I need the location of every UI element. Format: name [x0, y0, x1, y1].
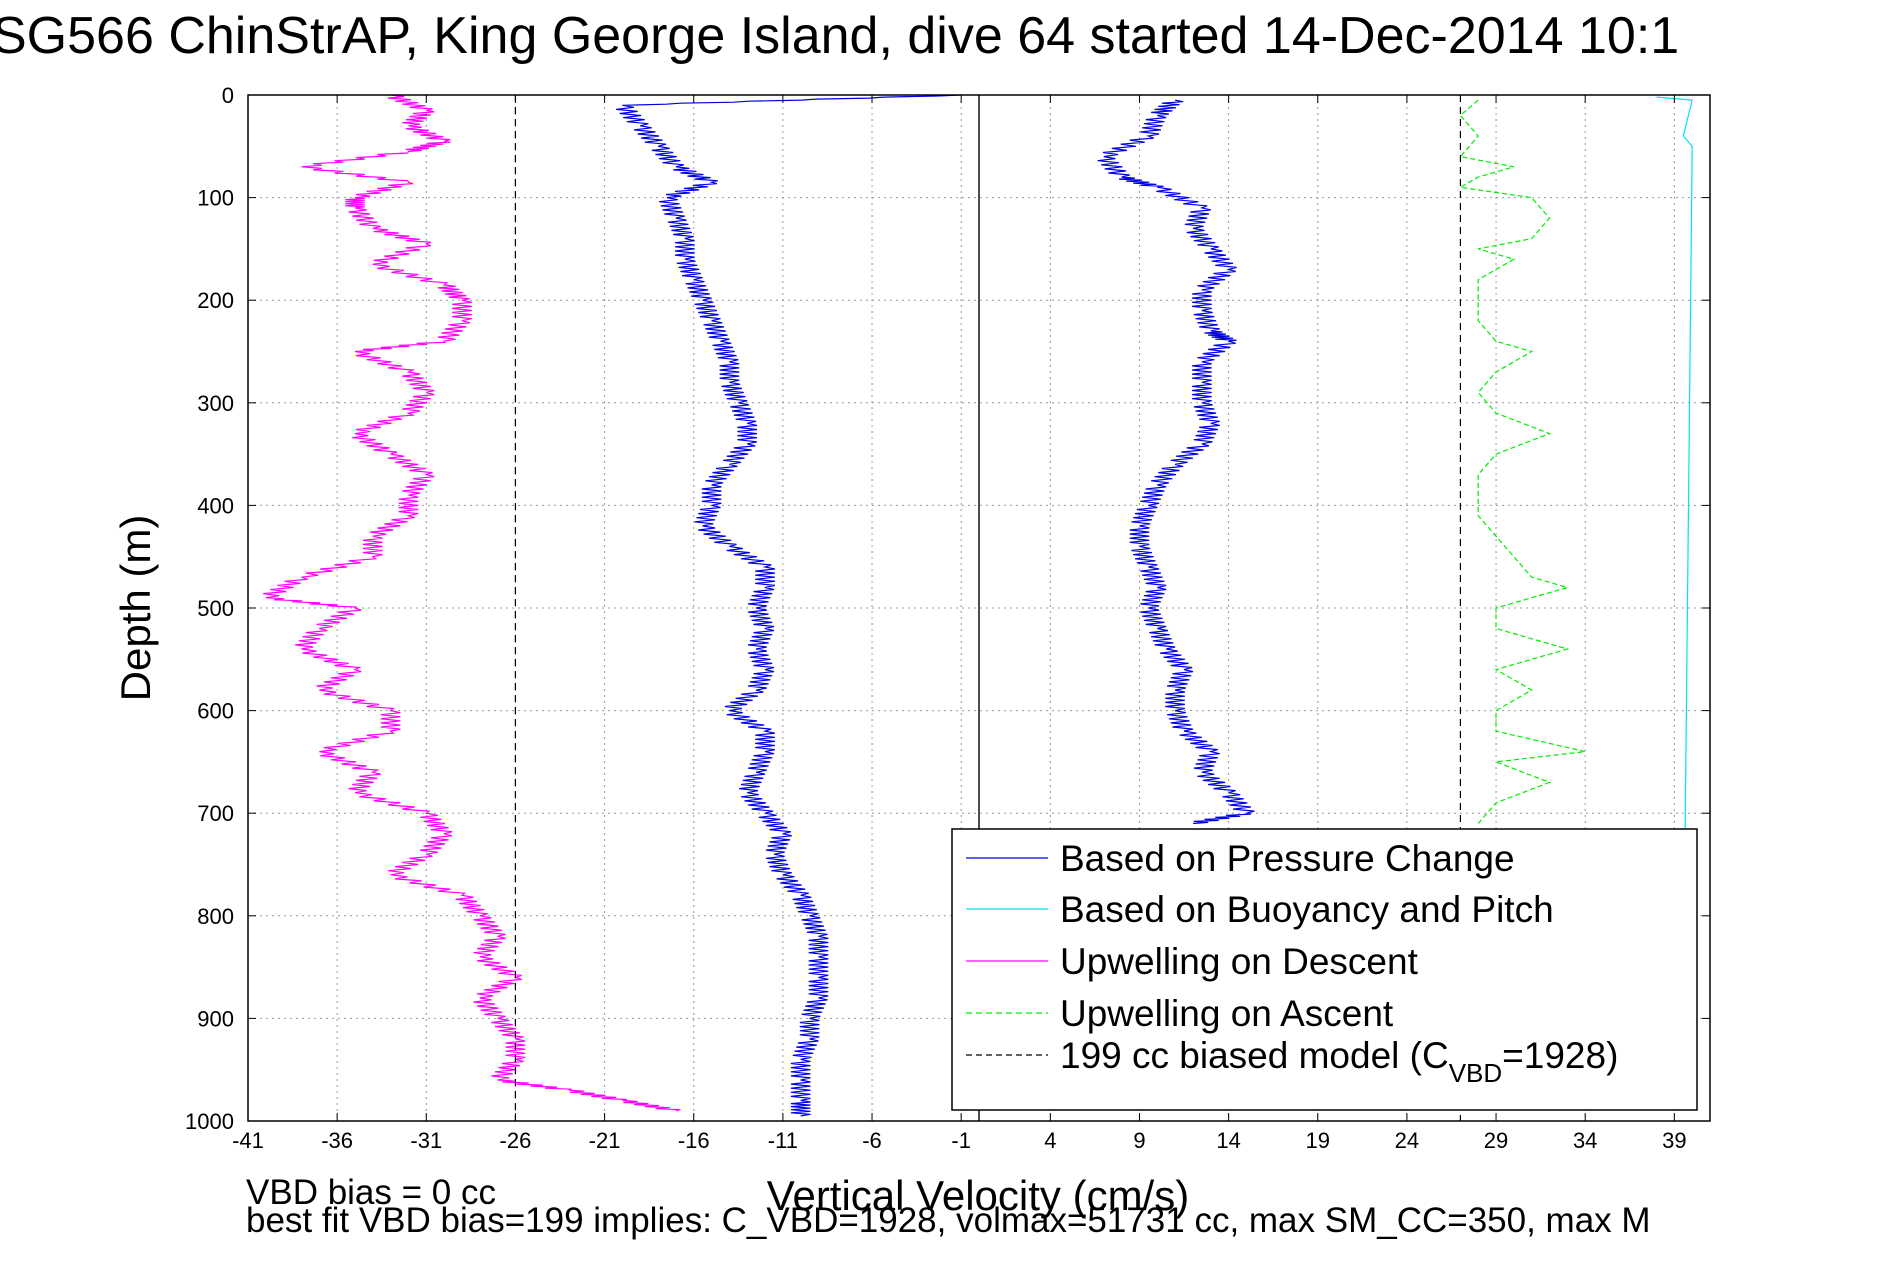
legend-label-model: 199 cc biased model (CVBD=1928) — [1060, 1035, 1618, 1088]
legend-label-pressure: Based on Pressure Change — [1060, 838, 1515, 879]
series-line-3 — [263, 94, 681, 1112]
y-tick-label: 400 — [197, 493, 234, 518]
y-tick-label: 300 — [197, 391, 234, 416]
footnote-best-fit: best fit VBD bias=199 implies: C_VBD=192… — [246, 1201, 1651, 1240]
x-tick-label: 19 — [1306, 1128, 1330, 1153]
y-tick-label: 800 — [197, 904, 234, 929]
x-tick-label: 39 — [1662, 1128, 1686, 1153]
x-tick-label: 14 — [1216, 1128, 1240, 1153]
x-tick-label: -36 — [321, 1128, 353, 1153]
series-line-0 — [616, 94, 962, 1117]
y-tick-label: 1000 — [185, 1109, 234, 1134]
series-line-1 — [1097, 99, 1255, 825]
chart-title: SG566 ChinStrAP, King George Island, div… — [0, 7, 1680, 65]
legend-box — [951, 828, 1698, 1111]
legend-label-descent: Upwelling on Descent — [1060, 941, 1419, 982]
y-axis-label: Depth (m) — [112, 515, 159, 702]
x-tick-label: -31 — [410, 1128, 442, 1153]
axis-ticks: -41 -36 -31 -26 -21 -16 -11 -6 -1 4 9 14 19 24 29 34 39 0… — [185, 83, 1710, 1153]
x-tick-label: -26 — [500, 1128, 532, 1153]
x-tick-label: -11 — [768, 1128, 798, 1153]
y-tick-label: 700 — [197, 801, 234, 826]
x-tick-label: -21 — [589, 1128, 621, 1153]
x-tick-label: -16 — [678, 1128, 710, 1153]
x-axis-label: Vertical Velocity (cm/s) — [767, 1172, 1189, 1219]
x-tick-label: -1 — [951, 1128, 971, 1153]
y-tick-label: 0 — [222, 83, 234, 108]
x-tick-label: 4 — [1044, 1128, 1056, 1153]
legend-label-buoyancy: Based on Buoyancy and Pitch — [1060, 889, 1554, 930]
y-tick-label: 900 — [197, 1006, 234, 1031]
y-tick-label: 500 — [197, 596, 234, 621]
x-tick-label: -41 — [232, 1128, 264, 1153]
series-line-4 — [1458, 99, 1586, 824]
legend-label-ascent: Upwelling on Ascent — [1060, 993, 1394, 1034]
x-tick-label: 24 — [1395, 1128, 1419, 1153]
x-tick-label: -6 — [862, 1128, 882, 1153]
y-tick-label: 600 — [197, 699, 234, 724]
x-tick-label: 29 — [1484, 1128, 1508, 1153]
y-tick-label: 100 — [197, 186, 234, 211]
footnote-vbd-bias: VBD bias = 0 cc — [246, 1173, 496, 1212]
legend: Based on Pressure Change Based on Buoyan… — [951, 828, 1698, 1111]
x-tick-label: 9 — [1133, 1128, 1145, 1153]
x-tick-label: 34 — [1573, 1128, 1597, 1153]
y-tick-label: 200 — [197, 288, 234, 313]
